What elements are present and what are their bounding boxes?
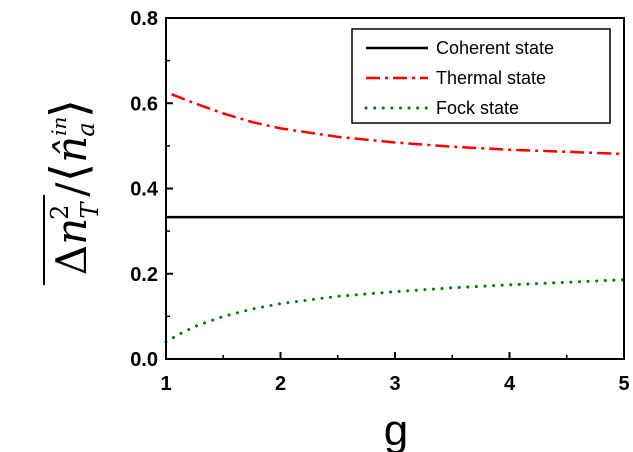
legend: Coherent state Thermal state Fock state — [352, 29, 610, 123]
legend-label: Coherent state — [436, 38, 554, 58]
y-tick-label: 0.6 — [130, 93, 158, 115]
y-tick-label: 0.8 — [130, 8, 158, 30]
y-axis-title-hat-sub: a — [72, 122, 100, 136]
y-axis-title: Δn2T /⟨n̂ina ⟩ — [40, 99, 104, 285]
y-tick-label: 0.4 — [130, 179, 159, 201]
svg-text:Δn2T/⟨n̂ina⟩: Δn2T /⟨n̂ina ⟩ — [40, 99, 104, 276]
series-line-fock-state — [166, 280, 624, 342]
y-axis-title-n: n — [47, 218, 96, 245]
x-axis-title: g — [384, 406, 408, 452]
y-tick-label: 0.0 — [130, 349, 158, 371]
y-axis-title-left-bracket: ⟨ — [40, 163, 98, 183]
y-axis-title-right-bracket: ⟩ — [40, 99, 98, 119]
y-axis-title-sub: T — [76, 201, 104, 219]
x-tick-label: 5 — [618, 373, 629, 395]
y-tick-label: 0.2 — [130, 264, 158, 286]
y-axis-title-sup: 2 — [46, 205, 74, 220]
x-tick-label: 3 — [389, 373, 400, 395]
legend-label: Fock state — [436, 98, 519, 118]
x-tick-label: 2 — [275, 373, 286, 395]
x-tick-label: 4 — [504, 373, 516, 395]
y-axis-title-n-hat: n̂ — [47, 136, 96, 163]
x-tick-label: 1 — [160, 373, 171, 395]
plot-marks — [166, 94, 624, 342]
y-axis-title-slash: / — [47, 182, 96, 197]
y-axis-title-delta: Δ — [47, 245, 96, 275]
y-axis-title-hat-sup: in — [47, 117, 71, 136]
legend-label: Thermal state — [436, 68, 546, 88]
